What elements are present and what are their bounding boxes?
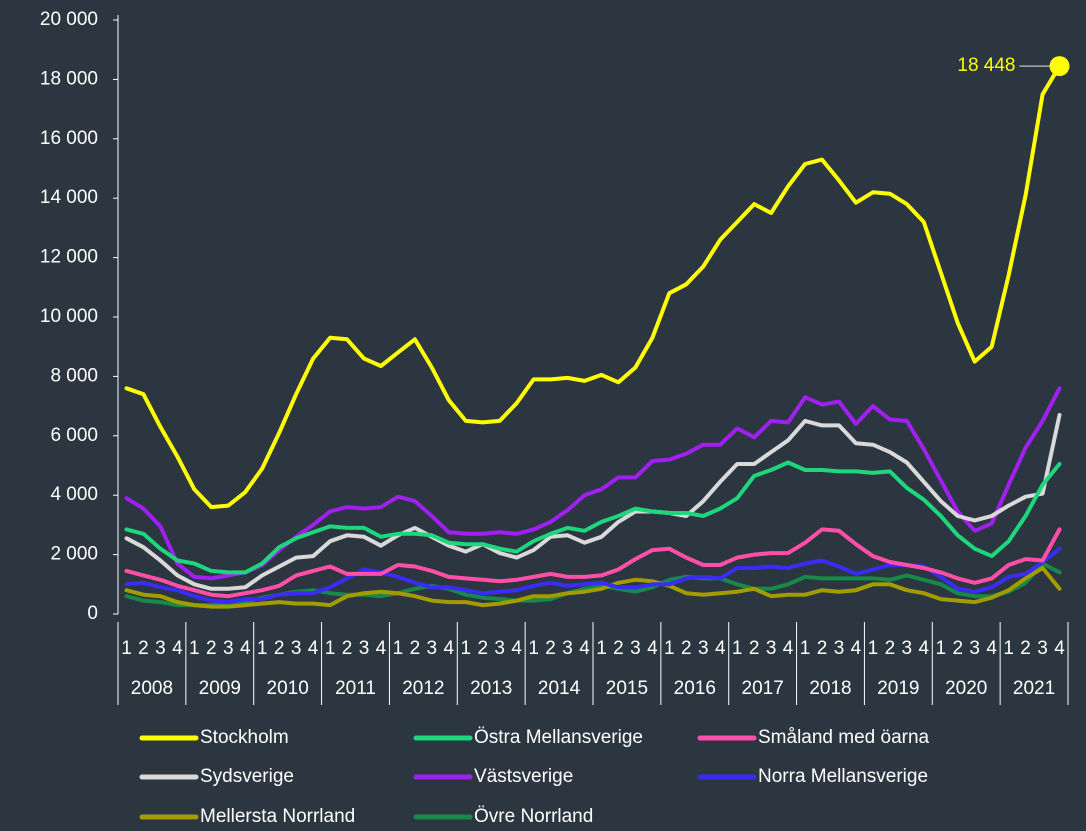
x-tick-label: 1 bbox=[800, 638, 811, 659]
y-tick-label: 10 000 bbox=[40, 306, 98, 327]
x-tick-label: 2 bbox=[952, 638, 963, 659]
x-tick-label: 3 bbox=[494, 638, 505, 659]
x-tick-label: 2 bbox=[477, 638, 488, 659]
x-tick-label: 3 bbox=[834, 638, 845, 659]
y-tick-label: 12 000 bbox=[40, 247, 98, 268]
x-tick-label: 3 bbox=[562, 638, 573, 659]
year-label: 2015 bbox=[606, 678, 648, 699]
year-label: 2011 bbox=[335, 678, 376, 699]
x-tick-label: 3 bbox=[1037, 638, 1048, 659]
legend-label: Norra Mellansverige bbox=[758, 766, 928, 787]
x-tick-label: 3 bbox=[427, 638, 438, 659]
x-tick-label: 2 bbox=[274, 638, 285, 659]
legend-label: Mellersta Norrland bbox=[200, 806, 355, 827]
y-tick-label: 2 000 bbox=[50, 544, 98, 565]
x-tick-label: 4 bbox=[579, 638, 590, 659]
series-line bbox=[124, 460, 1062, 575]
x-tick-label: 1 bbox=[528, 638, 539, 659]
series-line bbox=[124, 527, 1062, 599]
x-tick-label: 4 bbox=[444, 638, 455, 659]
x-tick-label: 2 bbox=[138, 638, 149, 659]
x-tick-label: 3 bbox=[630, 638, 641, 659]
legend-label: Småland med öarna bbox=[758, 727, 930, 748]
x-tick-label: 4 bbox=[986, 638, 997, 659]
x-tick-label: 1 bbox=[460, 638, 471, 659]
x-tick-label: 4 bbox=[647, 638, 658, 659]
x-tick-label: 3 bbox=[698, 638, 709, 659]
y-tick-label: 6 000 bbox=[50, 425, 98, 446]
year-label: 2009 bbox=[199, 678, 241, 699]
x-tick-label: 4 bbox=[783, 638, 794, 659]
x-tick-label: 2 bbox=[410, 638, 421, 659]
x-tick-label: 2 bbox=[342, 638, 353, 659]
annotation-marker bbox=[1049, 56, 1070, 77]
x-tick-label: 4 bbox=[851, 638, 862, 659]
y-tick-label: 4 000 bbox=[50, 484, 98, 505]
x-tick-label: 4 bbox=[715, 638, 726, 659]
year-label: 2013 bbox=[470, 678, 512, 699]
x-tick-label: 2 bbox=[817, 638, 828, 659]
y-tick-label: 18 000 bbox=[40, 68, 98, 89]
year-label: 2010 bbox=[267, 678, 309, 699]
x-tick-label: 2 bbox=[681, 638, 692, 659]
legend-label: Östra Mellansverige bbox=[474, 727, 643, 748]
x-tick-label: 4 bbox=[919, 638, 930, 659]
x-tick-label: 1 bbox=[257, 638, 268, 659]
year-label: 2014 bbox=[538, 678, 581, 699]
x-tick-label: 3 bbox=[359, 638, 370, 659]
year-label: 2008 bbox=[131, 678, 173, 699]
year-label: 2012 bbox=[402, 678, 444, 699]
x-tick-label: 3 bbox=[902, 638, 913, 659]
annotation-label: 18 448 bbox=[957, 55, 1015, 76]
x-tick-label: 3 bbox=[766, 638, 777, 659]
x-tick-label: 1 bbox=[189, 638, 200, 659]
x-tick-label: 2 bbox=[613, 638, 624, 659]
x-tick-label: 2 bbox=[206, 638, 217, 659]
y-tick-label: 14 000 bbox=[40, 187, 98, 208]
x-tick-label: 4 bbox=[1054, 638, 1065, 659]
x-tick-label: 2 bbox=[545, 638, 556, 659]
x-tick-label: 4 bbox=[376, 638, 387, 659]
legend-label: Västsverige bbox=[474, 766, 573, 787]
x-tick-label: 3 bbox=[223, 638, 234, 659]
x-tick-label: 1 bbox=[732, 638, 743, 659]
y-tick-label: 16 000 bbox=[40, 128, 98, 149]
x-tick-label: 2 bbox=[749, 638, 760, 659]
legend-label: Övre Norrland bbox=[474, 806, 593, 827]
x-tick-label: 2 bbox=[1020, 638, 1031, 659]
x-tick-label: 3 bbox=[969, 638, 980, 659]
legend-label: Stockholm bbox=[200, 727, 289, 748]
x-tick-label: 3 bbox=[155, 638, 166, 659]
year-label: 2016 bbox=[674, 678, 716, 699]
series-line bbox=[124, 64, 1062, 510]
x-tick-label: 1 bbox=[121, 638, 132, 659]
series-line bbox=[124, 566, 1062, 609]
y-tick-label: 0 bbox=[87, 603, 98, 624]
year-label: 2018 bbox=[809, 678, 851, 699]
year-label: 2019 bbox=[877, 678, 919, 699]
x-tick-label: 3 bbox=[291, 638, 302, 659]
year-label: 2021 bbox=[1013, 678, 1055, 699]
legend-label: Sydsverige bbox=[200, 766, 294, 787]
y-tick-label: 8 000 bbox=[50, 365, 98, 386]
x-tick-label: 1 bbox=[596, 638, 607, 659]
x-tick-label: 1 bbox=[393, 638, 404, 659]
x-tick-label: 1 bbox=[1003, 638, 1014, 659]
x-tick-label: 4 bbox=[240, 638, 251, 659]
x-tick-label: 4 bbox=[308, 638, 319, 659]
x-tick-label: 1 bbox=[868, 638, 879, 659]
x-tick-label: 2 bbox=[885, 638, 896, 659]
x-tick-label: 1 bbox=[664, 638, 675, 659]
x-tick-label: 1 bbox=[325, 638, 336, 659]
series-line bbox=[124, 413, 1062, 591]
x-tick-label: 4 bbox=[511, 638, 522, 659]
year-label: 2017 bbox=[742, 678, 784, 699]
x-tick-label: 4 bbox=[172, 638, 183, 659]
y-tick-label: 20 000 bbox=[40, 9, 98, 30]
year-label: 2020 bbox=[945, 678, 987, 699]
x-tick-label: 1 bbox=[935, 638, 946, 659]
